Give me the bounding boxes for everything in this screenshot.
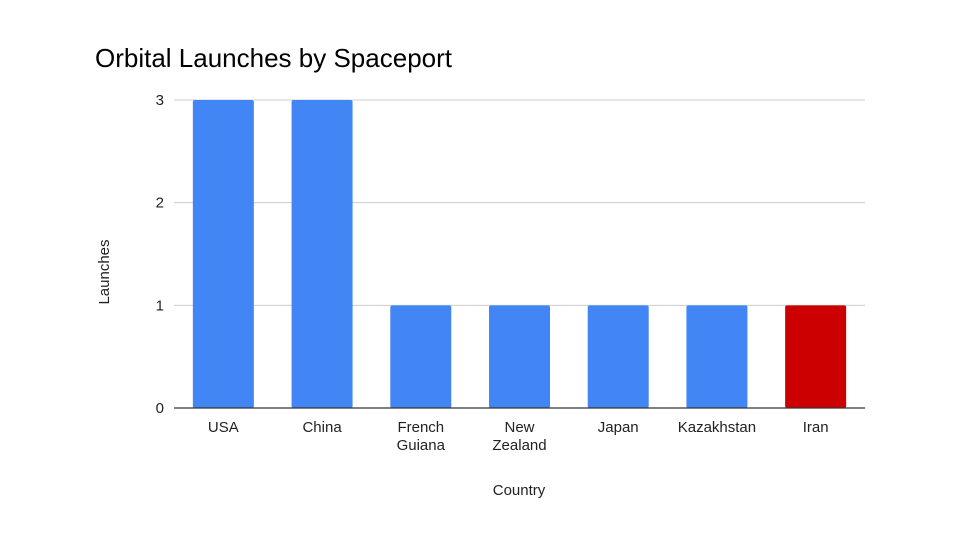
y-axis-ticks: 0 1 2 3 [156, 92, 164, 417]
bar [686, 305, 748, 408]
bar [489, 305, 550, 408]
y-tick-label: 2 [156, 195, 164, 212]
x-tick-label: Japan [598, 419, 639, 436]
bar [390, 305, 452, 408]
x-tick-label: USA [208, 419, 239, 436]
x-axis-label: Country [493, 482, 546, 499]
bar [785, 305, 847, 408]
bar [587, 305, 649, 408]
x-tick-label: Kazakhstan [678, 419, 756, 436]
y-axis-label: Launches [96, 239, 113, 304]
x-tick-label: China [302, 419, 342, 436]
x-tick-label: Iran [803, 419, 829, 436]
y-tick-label: 3 [156, 92, 164, 109]
x-tick-label: New Zealand [492, 419, 546, 454]
chart-title: Orbital Launches by Spaceport [95, 43, 453, 73]
gridlines [174, 99, 865, 306]
y-tick-label: 0 [156, 400, 164, 417]
bar [291, 100, 353, 408]
y-tick-label: 1 [156, 297, 164, 314]
x-axis-ticks: USA China French Guiana New Zealand Japan Kazak… [208, 419, 829, 454]
bar [192, 100, 254, 408]
x-tick-label: French Guiana [397, 419, 446, 454]
bars [192, 100, 847, 408]
